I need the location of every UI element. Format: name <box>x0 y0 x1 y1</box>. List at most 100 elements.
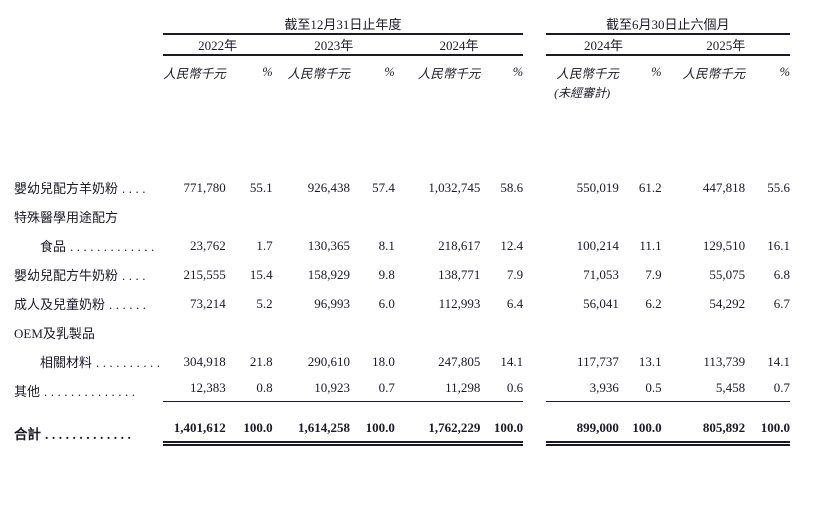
percent-cell: 8.1 <box>378 237 395 253</box>
percent-cell: 1.7 <box>256 237 273 253</box>
group-header-annual: 截至12月31日止年度 <box>162 14 524 35</box>
total-percent-cell: 100.0 <box>480 420 524 446</box>
amount-cell: 55,075 <box>709 266 746 282</box>
row-label: 成人及兒童奶粉 <box>14 297 106 312</box>
percent-cell: 0.8 <box>225 380 273 402</box>
row-label: OEM及乳製品 <box>14 326 95 341</box>
amount-cell: 158,929 <box>307 266 351 282</box>
percent-cell: 6.7 <box>773 295 790 311</box>
percent-cell: 14.1 <box>500 353 524 369</box>
dot-leader: .... <box>122 181 150 196</box>
row-label: 合計 <box>14 426 41 442</box>
amount-cell: 247,805 <box>438 353 481 369</box>
amount-cell: 926,438 <box>307 179 351 195</box>
amount-cell: 10,923 <box>272 380 351 402</box>
amount-cell: 54,292 <box>709 295 746 311</box>
amount-cell: 138,771 <box>438 266 481 282</box>
column-gap <box>523 14 545 34</box>
amount-cell: 5,458 <box>661 380 746 402</box>
percent-cell: 61.2 <box>638 179 662 195</box>
total-amount-cell: 1,614,258 <box>272 420 351 446</box>
total-amount-cell: 899,000 <box>545 420 619 446</box>
percent-cell: 21.8 <box>249 353 273 369</box>
total-percent-cell: 100.0 <box>350 420 395 446</box>
row-label: 相關材料 <box>40 355 93 370</box>
year-header-row: 2022年 2023年 2024年 2024年 2025年 <box>14 34 790 56</box>
table-row-goat-milk-formula: 嬰幼兒配方羊奶粉.... 771,780 55.1 926,438 57.4 1… <box>14 173 790 202</box>
dot-leader: .... <box>122 268 150 283</box>
dot-leader: .......... <box>96 355 163 370</box>
amount-cell: 447,818 <box>702 179 746 195</box>
unaudited-note-row: (未經審計) <box>14 82 790 101</box>
table-row-special-medical-food: 食品............. 23,762 1.7 130,365 8.1 2… <box>14 231 790 260</box>
percent-cell: 55.6 <box>767 179 790 195</box>
amount-cell: 100,214 <box>576 237 619 253</box>
table-row-total: 合計............. 1,401,612 100.0 1,614,25… <box>14 405 790 448</box>
dot-leader: ............. <box>45 426 135 442</box>
row-label: 食品 <box>40 239 67 254</box>
percent-cell: 7.9 <box>506 266 524 282</box>
year-header-2022: 2022年 <box>162 34 273 56</box>
unit-header: 人民幣千元 <box>287 67 351 81</box>
amount-cell: 96,993 <box>314 295 351 311</box>
percent-cell: 6.8 <box>773 266 790 282</box>
column-gap <box>523 231 545 260</box>
percent-cell: 0.7 <box>350 380 395 402</box>
unit-header: 人民幣千元 <box>417 67 481 81</box>
percent-cell: 12.4 <box>500 237 524 253</box>
total-percent-cell: 100.0 <box>745 420 790 446</box>
amount-cell: 112,993 <box>438 295 481 311</box>
unit-header: 人民幣千元 <box>682 67 746 81</box>
percent-cell: 5.2 <box>256 295 273 311</box>
percent-cell: 0.7 <box>745 380 790 402</box>
percent-header: % <box>779 65 790 79</box>
dot-leader: ...... <box>109 297 150 312</box>
row-label: 其他 <box>14 384 41 399</box>
amount-cell: 290,610 <box>307 353 351 369</box>
amount-cell: 3,936 <box>545 380 619 402</box>
table-row-cow-milk-formula: 嬰幼兒配方牛奶粉.... 215,555 15.4 158,929 9.8 13… <box>14 260 790 289</box>
year-header-2024: 2024年 <box>394 34 524 56</box>
column-gap <box>523 376 545 405</box>
amount-cell: 12,383 <box>162 380 226 402</box>
header-body-spacer <box>14 101 790 173</box>
column-gap <box>523 260 545 289</box>
percent-cell: 58.6 <box>500 179 524 195</box>
percent-cell: 7.9 <box>645 266 662 282</box>
column-gap <box>523 173 545 202</box>
percent-cell: 0.5 <box>618 380 662 402</box>
unit-header: 人民幣千元 <box>163 67 226 81</box>
year-header-2023: 2023年 <box>272 34 395 56</box>
percent-cell: 9.8 <box>378 266 395 282</box>
percent-header: % <box>262 65 273 79</box>
column-gap <box>523 405 545 448</box>
amount-cell: 73,214 <box>190 295 226 311</box>
column-gap <box>523 289 545 318</box>
amount-cell: 11,298 <box>394 380 481 402</box>
amount-cell: 550,019 <box>576 179 619 195</box>
unaudited-note: (未經審計) <box>554 86 611 100</box>
unit-header-row: 人民幣千元 % 人民幣千元 % 人民幣千元 % 人民幣千元 % 人民幣千元 % <box>14 55 790 82</box>
amount-cell: 23,762 <box>190 237 226 253</box>
table-row-oem-dairy-label-line: OEM及乳製品 <box>14 318 790 347</box>
amount-cell: 304,918 <box>183 353 226 369</box>
amount-cell: 218,617 <box>438 237 481 253</box>
group-header-row: 截至12月31日止年度 截至6月30日止六個月 <box>14 14 790 35</box>
percent-cell: 6.4 <box>506 295 524 311</box>
row-label: 特殊醫學用途配方 <box>14 210 119 225</box>
year-header-2025-interim: 2025年 <box>661 34 790 56</box>
amount-cell: 117,737 <box>577 353 619 369</box>
percent-cell: 57.4 <box>372 179 395 195</box>
row-label: 嬰幼兒配方羊奶粉 <box>14 181 119 196</box>
total-amount-cell: 805,892 <box>661 420 746 446</box>
amount-cell: 71,053 <box>583 266 619 282</box>
amount-cell: 215,555 <box>183 266 226 282</box>
percent-cell: 55.1 <box>249 179 273 195</box>
revenue-breakdown-table: 截至12月31日止年度 截至6月30日止六個月 2022年 2023年 2024… <box>14 14 790 448</box>
unit-header: 人民幣千元 <box>556 67 619 81</box>
percent-cell: 15.4 <box>249 266 273 282</box>
column-gap <box>523 34 545 55</box>
percent-header: % <box>384 65 395 79</box>
group-header-interim: 截至6月30日止六個月 <box>545 14 790 35</box>
amount-cell: 56,041 <box>583 295 619 311</box>
